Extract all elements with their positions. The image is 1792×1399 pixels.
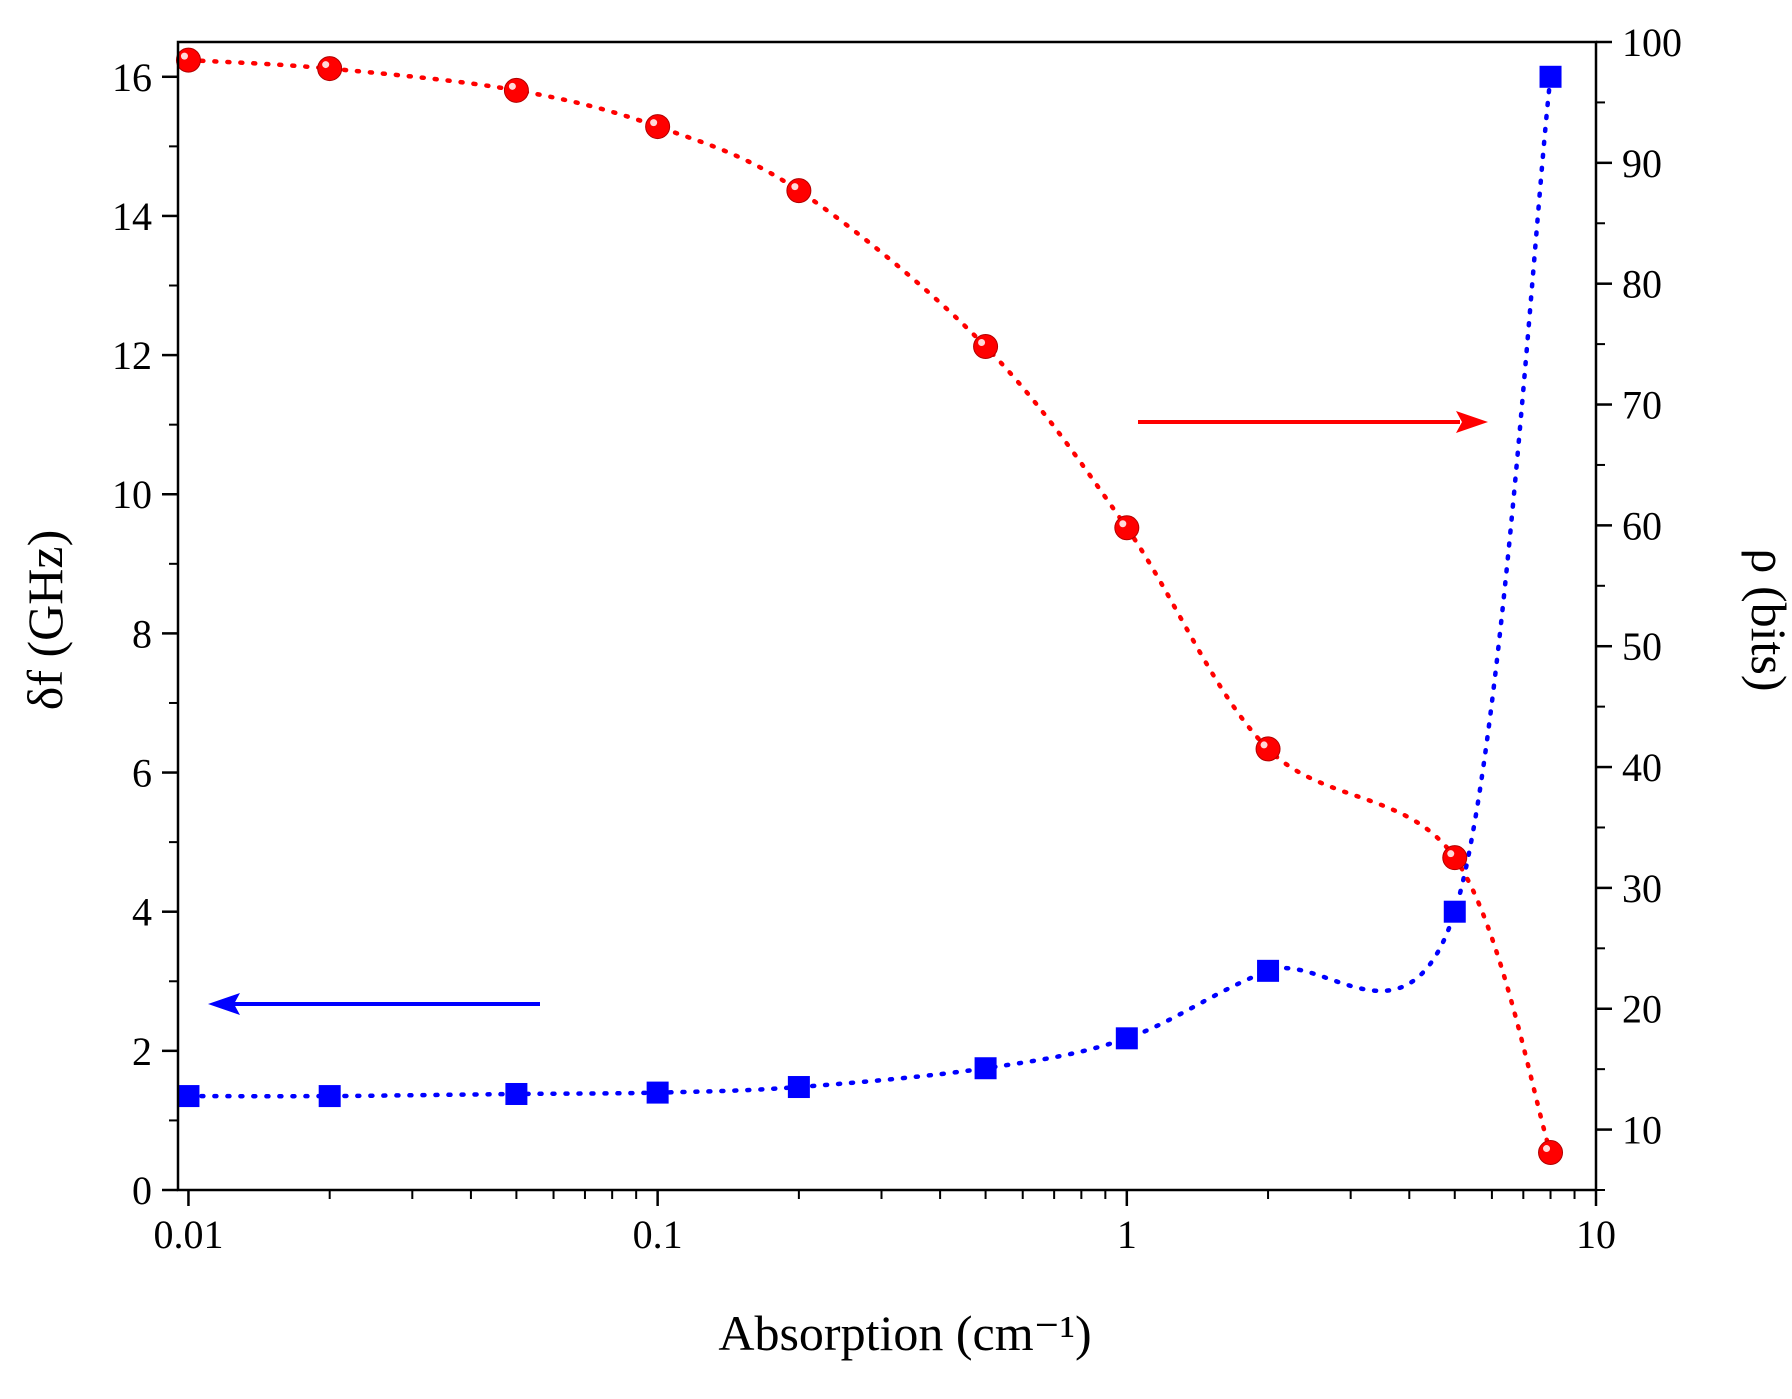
- y-right-tick-label: 90: [1622, 141, 1662, 186]
- x-tick-label: 0.1: [633, 1212, 683, 1257]
- y-left-tick-label: 4: [132, 890, 152, 935]
- data-point-circle: [645, 114, 671, 140]
- data-point-square: [646, 1081, 669, 1104]
- arrows-layer: [208, 411, 1488, 1015]
- data-point-square: [1115, 1027, 1138, 1050]
- data-point-circle: [503, 77, 529, 103]
- y-right-tick-label: 40: [1622, 745, 1662, 790]
- data-point-highlight: [1543, 1145, 1551, 1153]
- data-point-square: [974, 1057, 997, 1080]
- y-left-tick-label: 0: [132, 1168, 152, 1213]
- data-point-highlight: [978, 339, 986, 347]
- data-point-circle: [317, 56, 343, 82]
- y-left-tick-label: 10: [112, 472, 152, 517]
- y-right-tick-label: 100: [1622, 20, 1682, 65]
- data-point-square: [177, 1085, 200, 1108]
- data-point-square: [1257, 959, 1280, 982]
- tick-labels-layer: 0.01 0.1 1 10024681012141610203040506070809…: [112, 20, 1682, 1257]
- data-point-square: [1443, 900, 1466, 923]
- y-right-tick-label: 20: [1622, 987, 1662, 1032]
- right-axis-arrow-head: [1456, 411, 1488, 433]
- ticks-layer: [162, 40, 1612, 1206]
- data-point-circle: [786, 178, 812, 204]
- data-point-circle: [973, 334, 999, 360]
- y-left-tick-label: 6: [132, 751, 152, 796]
- data-point-highlight: [508, 82, 516, 90]
- data-point-circle: [1442, 845, 1468, 871]
- x-tick-label: 0.01: [153, 1212, 223, 1257]
- curves-layer: [186, 57, 1553, 1155]
- y-right-tick-label: 50: [1622, 624, 1662, 669]
- x-axis-title: Absorption (cm⁻¹): [718, 1305, 1091, 1361]
- data-point-square: [1539, 65, 1562, 88]
- y-right-tick-label: 30: [1622, 866, 1662, 911]
- series-line-df: [186, 74, 1553, 1099]
- y-right-tick-label: 70: [1622, 383, 1662, 428]
- data-point-circle: [1114, 515, 1140, 541]
- y-right-tick-label: 60: [1622, 503, 1662, 548]
- y-left-axis-title: δf (GHz): [17, 530, 73, 710]
- data-point-square: [787, 1076, 810, 1099]
- data-point-highlight: [322, 61, 330, 69]
- data-point-highlight: [180, 52, 188, 60]
- data-point-circle: [1538, 1140, 1564, 1166]
- y-left-tick-label: 16: [112, 55, 152, 100]
- y-right-tick-label: 10: [1622, 1108, 1662, 1153]
- data-point-highlight: [650, 119, 658, 127]
- y-right-axis-title: ρ (bits): [1741, 549, 1792, 692]
- y-right-tick-label: 80: [1622, 262, 1662, 307]
- data-point-highlight: [1119, 520, 1127, 528]
- plot-border: [176, 40, 1598, 1192]
- left-axis-arrow-head: [208, 993, 240, 1015]
- markers-layer: [175, 47, 1564, 1166]
- data-point-square: [505, 1082, 528, 1105]
- y-left-tick-label: 14: [112, 194, 152, 239]
- data-point-highlight: [1447, 850, 1455, 858]
- y-left-tick-label: 2: [132, 1029, 152, 1074]
- series-line-rho: [186, 57, 1553, 1155]
- y-left-tick-label: 12: [112, 333, 152, 378]
- plot-frame: [176, 40, 1598, 1192]
- y-left-tick-label: 8: [132, 611, 152, 656]
- data-point-highlight: [1260, 741, 1268, 749]
- data-point-circle: [1255, 736, 1281, 762]
- x-tick-label: 1: [1117, 1212, 1137, 1257]
- data-point-square: [318, 1085, 341, 1108]
- data-point-highlight: [791, 183, 799, 191]
- x-tick-label: 10: [1576, 1212, 1616, 1257]
- data-point-circle: [175, 47, 201, 73]
